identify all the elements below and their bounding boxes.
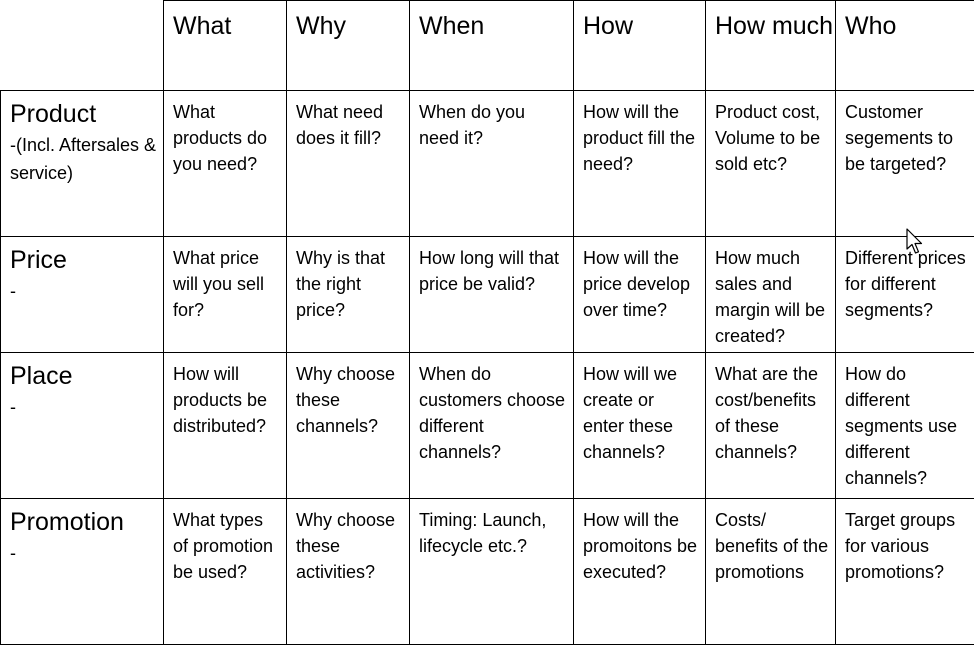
- table-cell: What price will you sell for?: [164, 237, 287, 353]
- table-cell: How will the product fill the need?: [574, 91, 706, 237]
- table-cell: Different prices for different segments?: [836, 237, 974, 353]
- mouse-pointer-icon: [906, 228, 924, 256]
- table-row-place: Place - How will products be distributed…: [1, 353, 974, 499]
- table-cell: How will the price develop over time?: [574, 237, 706, 353]
- table-cell: Product cost, Volume to be sold etc?: [706, 91, 836, 237]
- column-header-who: Who: [836, 1, 974, 91]
- table-cell: Customer segements to be targeted?: [836, 91, 974, 237]
- row-header-product: Product -(Incl. Aftersales & service): [1, 91, 164, 237]
- row-subtitle: -: [10, 277, 163, 305]
- table-cell: How much sales and margin will be create…: [706, 237, 836, 353]
- table-cell: When do customers choose different chann…: [410, 353, 574, 499]
- corner-cell: [1, 1, 164, 91]
- table-cell: Why is that the right price?: [287, 237, 410, 353]
- column-header-how: How: [574, 1, 706, 91]
- table-row-price: Price - What price will you sell for? Wh…: [1, 237, 974, 353]
- table-cell: Why choose these channels?: [287, 353, 410, 499]
- row-subtitle: -(Incl. Aftersales & service): [10, 131, 163, 187]
- table-cell: How do different segments use different …: [836, 353, 974, 499]
- table-cell: How will the promoitons be executed?: [574, 499, 706, 645]
- table-cell: How will products be distributed?: [164, 353, 287, 499]
- table-cell: What products do you need?: [164, 91, 287, 237]
- row-header-price: Price -: [1, 237, 164, 353]
- table-cell: Why choose these activities?: [287, 499, 410, 645]
- table-cell: Costs/ benefits of the promotions: [706, 499, 836, 645]
- row-title: Place: [10, 361, 163, 391]
- column-header-what: What: [164, 1, 287, 91]
- column-header-when: When: [410, 1, 574, 91]
- table-cell: What need does it fill?: [287, 91, 410, 237]
- row-subtitle: -: [10, 393, 163, 421]
- table-cell: How long will that price be valid?: [410, 237, 574, 353]
- table-cell: What are the cost/benefits of these chan…: [706, 353, 836, 499]
- row-title: Price: [10, 245, 163, 275]
- table-cell: When do you need it?: [410, 91, 574, 237]
- header-row: What Why When How How much Who: [1, 1, 974, 91]
- row-header-place: Place -: [1, 353, 164, 499]
- table-cell: How will we create or enter these channe…: [574, 353, 706, 499]
- row-title: Product: [10, 99, 163, 129]
- row-header-promotion: Promotion -: [1, 499, 164, 645]
- table-row-promotion: Promotion - What types of promotion be u…: [1, 499, 974, 645]
- table-cell: Target groups for various promotions?: [836, 499, 974, 645]
- table-cell: Timing: Launch, lifecycle etc.?: [410, 499, 574, 645]
- row-title: Promotion: [10, 507, 163, 537]
- table-cell: What types of promotion be used?: [164, 499, 287, 645]
- column-header-how-much: How much: [706, 1, 836, 91]
- table-row-product: Product -(Incl. Aftersales & service) Wh…: [1, 91, 974, 237]
- row-subtitle: -: [10, 539, 163, 567]
- column-header-why: Why: [287, 1, 410, 91]
